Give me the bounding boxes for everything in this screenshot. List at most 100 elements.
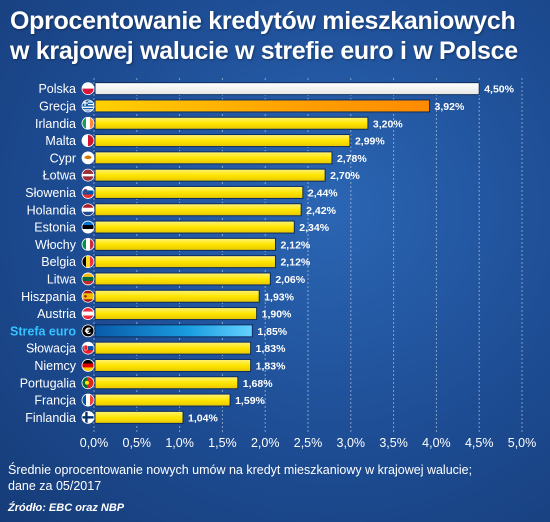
- bar: [94, 203, 302, 217]
- bar: [94, 185, 304, 199]
- category-label: Litwa: [47, 272, 76, 286]
- flag-spain-icon: [81, 289, 95, 303]
- category-label: Słowacja: [26, 342, 76, 356]
- value-label: 1,68%: [243, 378, 273, 390]
- bar: [94, 272, 271, 286]
- x-tick-label: 2,0%: [251, 436, 280, 450]
- bar: [94, 376, 239, 390]
- x-tick-label: 3,0%: [337, 436, 366, 450]
- value-label: 1,85%: [257, 326, 287, 338]
- bar: [94, 237, 276, 251]
- bar-chart: Polska 4,50% Grecja 3,92% Irlandia 3,20% Malta…: [10, 78, 537, 450]
- flag-slovenia-icon: [81, 186, 95, 199]
- value-label: 2,70%: [330, 170, 360, 182]
- flag-lithuania-icon: [81, 272, 95, 286]
- category-label: Austria: [37, 307, 76, 321]
- value-label: 4,50%: [484, 84, 514, 96]
- category-label: Holandia: [27, 203, 76, 217]
- bar: [94, 151, 333, 165]
- x-tick-label: 0,5%: [123, 436, 152, 450]
- category-label: Słowenia: [25, 186, 76, 200]
- x-tick-label: 1,0%: [165, 436, 194, 450]
- flag-poland-icon: [81, 82, 95, 96]
- category-label: Cypr: [50, 151, 76, 165]
- value-label: 2,12%: [280, 239, 310, 251]
- chart-note: Średnie oprocentowanie nowych umów na kr…: [8, 462, 543, 494]
- category-label: Irlandia: [35, 117, 76, 131]
- chart-title-line-2: w krajowej walucie w strefie euro i w Po…: [10, 37, 518, 65]
- bar: [94, 307, 258, 321]
- bar: [94, 324, 253, 338]
- bar: [94, 220, 295, 234]
- flag-greece-icon: [81, 99, 95, 113]
- category-label: Łotwa: [43, 169, 76, 183]
- value-label: 2,34%: [299, 222, 329, 234]
- chart-title: Oprocentowanie kredytów mieszkaniowych w…: [10, 6, 545, 66]
- value-label: 1,83%: [256, 360, 286, 372]
- bar: [94, 358, 252, 372]
- value-label: 2,12%: [280, 257, 310, 269]
- x-tick-label: 1,5%: [208, 436, 237, 450]
- x-tick-label: 4,5%: [465, 436, 494, 450]
- value-label: 1,59%: [235, 395, 265, 407]
- flag-estonia-icon: [81, 220, 95, 234]
- value-label: 3,92%: [435, 101, 465, 113]
- bar: [94, 82, 480, 96]
- category-label: Belgia: [41, 255, 76, 269]
- category-label: Polska: [38, 82, 76, 96]
- flag-cyprus-icon: [81, 151, 95, 165]
- category-label: Strefa euro: [10, 324, 76, 338]
- category-label: Finlandia: [25, 411, 76, 425]
- chart-title-line-1: Oprocentowanie kredytów mieszkaniowych: [10, 7, 516, 35]
- x-tick-label: 2,5%: [294, 436, 323, 450]
- value-label: 2,44%: [308, 187, 338, 199]
- x-tick-label: 0,0%: [80, 436, 109, 450]
- value-label: 2,42%: [306, 205, 336, 217]
- chart-source: Źródło: EBC oraz NBP: [8, 502, 125, 514]
- category-label: Grecja: [39, 99, 76, 113]
- value-label: 1,90%: [262, 309, 292, 321]
- value-label: 2,06%: [275, 274, 305, 286]
- flag-slovakia-icon: [81, 341, 95, 355]
- flag-austria-icon: [81, 307, 95, 320]
- bar: [94, 341, 252, 355]
- x-tick-label: 3,5%: [379, 436, 408, 450]
- bar: [94, 134, 351, 148]
- flag-finland-icon: [81, 410, 95, 424]
- x-tick-label: 4,0%: [422, 436, 451, 450]
- chart-note-line-2: dane za 05/2017: [8, 479, 102, 493]
- category-label: Estonia: [34, 221, 76, 235]
- bar: [94, 289, 260, 303]
- bar: [94, 116, 369, 130]
- category-label: Malta: [45, 134, 76, 148]
- flag-euro-icon: €: [81, 324, 95, 338]
- chart-note-line-1: Średnie oprocentowanie nowych umów na kr…: [8, 463, 473, 477]
- flag-netherlands-icon: [81, 203, 95, 217]
- category-label: Niemcy: [34, 359, 76, 373]
- category-label: Hiszpania: [21, 290, 76, 304]
- value-label: 3,20%: [373, 118, 403, 130]
- flag-germany-icon: [81, 359, 95, 372]
- flag-belgium-icon: [81, 255, 95, 269]
- value-label: 2,78%: [337, 153, 367, 165]
- x-tick-label: 5,0%: [508, 436, 537, 450]
- bar: [94, 393, 231, 407]
- bar: [94, 168, 326, 182]
- category-label: Portugalia: [20, 376, 76, 390]
- flag-portugal-icon: [81, 376, 95, 390]
- value-label: 1,04%: [188, 412, 218, 424]
- value-label: 2,99%: [355, 136, 385, 148]
- flag-latvia-icon: [81, 168, 95, 182]
- svg-text:€: €: [84, 327, 91, 337]
- bar: [94, 255, 276, 269]
- category-label: Francja: [34, 394, 76, 408]
- flag-malta-icon: [81, 134, 95, 147]
- bar: [94, 410, 184, 424]
- flag-france-icon: [81, 393, 95, 407]
- flag-italy-icon: [81, 237, 95, 251]
- value-label: 1,93%: [264, 291, 294, 303]
- flag-ireland-icon: [81, 116, 95, 130]
- category-label: Włochy: [35, 238, 77, 252]
- value-label: 1,83%: [256, 343, 286, 355]
- bar: [94, 99, 431, 113]
